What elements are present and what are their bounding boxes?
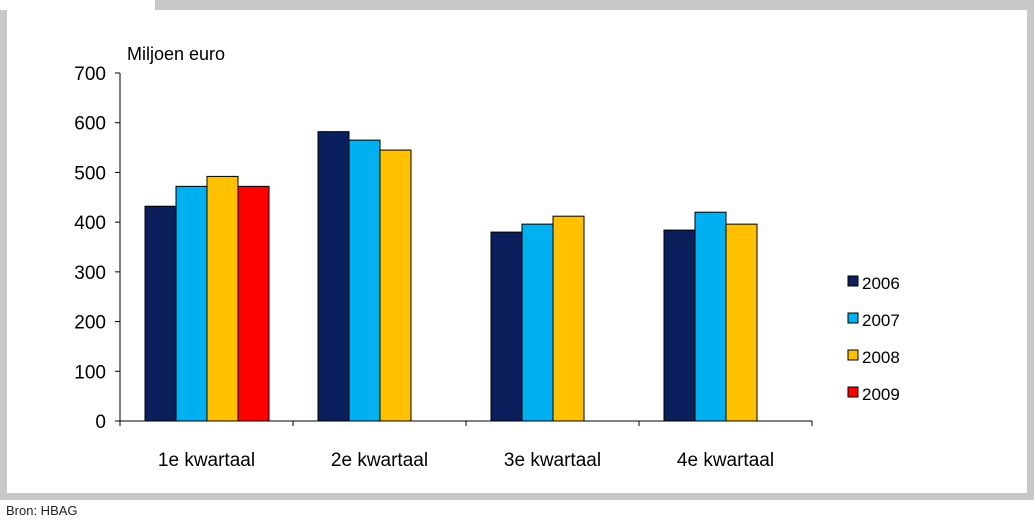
bar-2008-1 [206,175,239,422]
bar-2008-2 [379,149,412,422]
legend-swatch-2006 [847,275,859,287]
bar-2007-3 [521,223,554,422]
y-tick-label: 200 [74,313,106,334]
bar-2006-3 [490,231,523,422]
bar-2009-1 [237,185,270,422]
x-tick-label: 1e kwartaal [158,450,255,471]
bar-2006-4 [663,229,696,422]
legend-swatch-2009 [847,386,859,398]
y-axis-label: Miljoen euro [127,44,225,64]
axes: 0 100 200 300 400 500 600 700 1e kwartaal 2e kwar… [74,64,813,471]
source-note: Bron: HBAG [6,503,78,518]
y-tick-label: 0 [95,412,106,433]
y-tick-label: 500 [74,163,106,184]
bar-2006-1 [144,205,177,422]
bars [144,131,758,422]
legend-label-2008: 2008 [862,348,900,367]
bar-chart: Miljoen euro 0 100 200 300 400 500 600 700 1e kw… [74,44,900,471]
legend-label-2007: 2007 [862,311,900,330]
x-tick-label: 3e kwartaal [504,450,601,471]
y-tick-label: 600 [74,114,106,135]
legend: 2006 2007 2008 2009 [847,274,900,404]
bar-2007-4 [694,211,727,422]
y-tick-label: 300 [74,263,106,284]
x-tick-label: 2e kwartaal [331,450,428,471]
bar-2007-2 [348,139,381,422]
legend-swatch-2007 [847,312,859,324]
y-tick-label: 100 [74,362,106,383]
y-tick-label: 700 [74,64,106,85]
bar-2008-4 [725,223,758,422]
legend-swatch-2008 [847,349,859,361]
legend-label-2009: 2009 [862,385,900,404]
legend-label-2006: 2006 [862,274,900,293]
bar-2008-3 [552,215,585,422]
frame-tab [0,0,155,10]
bar-2006-2 [317,131,350,422]
y-tick-label: 400 [74,213,106,234]
bar-2007-1 [175,185,208,422]
x-tick-label: 4e kwartaal [677,450,774,471]
